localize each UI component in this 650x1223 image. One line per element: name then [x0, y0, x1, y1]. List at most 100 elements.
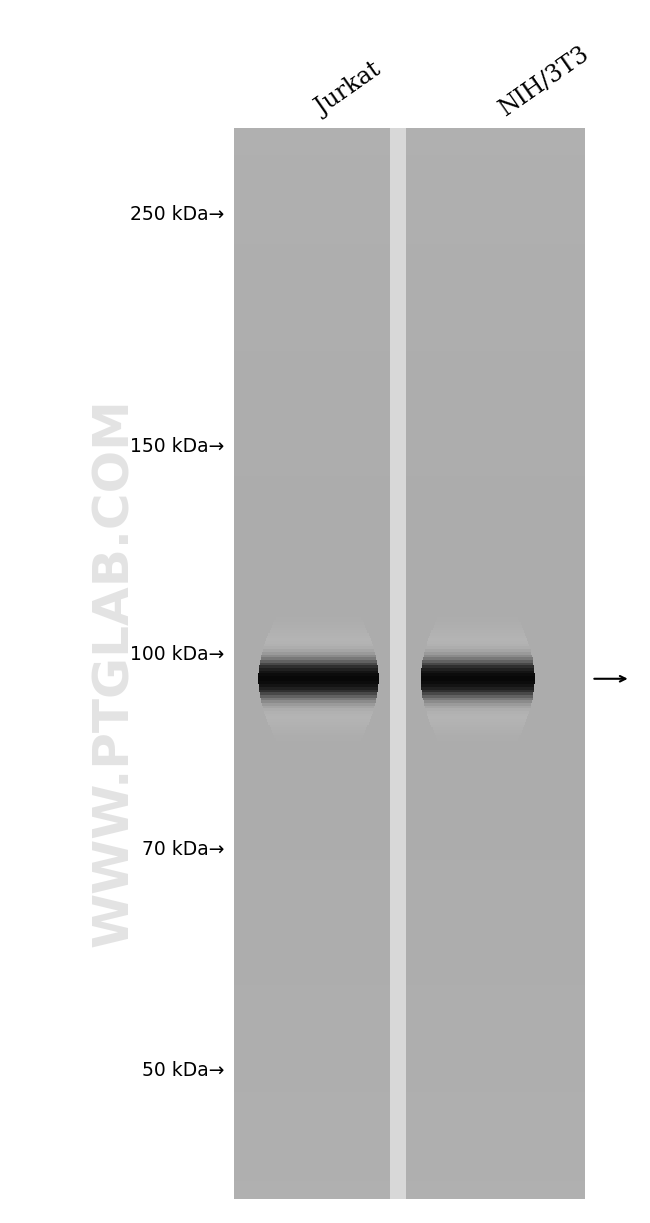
- Bar: [421, 684, 534, 687]
- Bar: [234, 824, 390, 833]
- Bar: [406, 717, 585, 726]
- Bar: [436, 735, 519, 737]
- Bar: [234, 1074, 390, 1082]
- Bar: [406, 413, 585, 423]
- Bar: [292, 582, 344, 585]
- Bar: [265, 641, 372, 643]
- Bar: [260, 660, 377, 663]
- Bar: [234, 1172, 390, 1180]
- Bar: [406, 851, 585, 860]
- Bar: [442, 748, 514, 751]
- Bar: [425, 649, 530, 652]
- Bar: [259, 670, 378, 674]
- Bar: [285, 598, 352, 600]
- Bar: [440, 744, 515, 746]
- Bar: [406, 600, 585, 610]
- Bar: [234, 396, 390, 405]
- Bar: [234, 1003, 390, 1011]
- Bar: [406, 1172, 585, 1180]
- Bar: [267, 719, 370, 722]
- Bar: [406, 342, 585, 351]
- Bar: [406, 512, 585, 521]
- Bar: [234, 1101, 390, 1109]
- Bar: [259, 674, 378, 676]
- Bar: [406, 164, 585, 172]
- Bar: [263, 647, 374, 649]
- Bar: [234, 316, 390, 324]
- Bar: [406, 744, 585, 752]
- Bar: [434, 730, 522, 733]
- Bar: [406, 841, 585, 851]
- Bar: [276, 737, 361, 741]
- Bar: [234, 1038, 390, 1047]
- Bar: [406, 1180, 585, 1190]
- Bar: [268, 634, 369, 636]
- Bar: [453, 773, 502, 775]
- Bar: [425, 706, 530, 708]
- Bar: [266, 717, 370, 719]
- Bar: [273, 623, 364, 625]
- Bar: [261, 654, 376, 657]
- Bar: [406, 316, 585, 324]
- Bar: [234, 717, 390, 726]
- Bar: [422, 663, 534, 665]
- Bar: [234, 128, 390, 1199]
- Bar: [406, 779, 585, 789]
- Bar: [406, 949, 585, 958]
- Bar: [298, 784, 339, 786]
- Bar: [406, 459, 585, 467]
- Bar: [406, 1065, 585, 1074]
- Bar: [406, 396, 585, 405]
- Bar: [406, 1047, 585, 1055]
- Bar: [406, 191, 585, 199]
- Bar: [456, 778, 500, 781]
- Bar: [270, 630, 367, 634]
- Bar: [421, 687, 534, 690]
- Bar: [234, 503, 390, 512]
- Bar: [262, 652, 375, 654]
- Bar: [261, 701, 376, 703]
- Bar: [234, 226, 390, 235]
- Bar: [406, 351, 585, 361]
- Bar: [298, 571, 339, 574]
- Bar: [432, 630, 524, 634]
- Bar: [406, 334, 585, 342]
- Bar: [406, 476, 585, 486]
- Bar: [259, 684, 378, 687]
- Bar: [406, 914, 585, 922]
- Bar: [291, 585, 346, 587]
- Bar: [435, 623, 521, 625]
- Bar: [406, 307, 585, 316]
- Bar: [406, 1074, 585, 1082]
- Bar: [423, 657, 532, 660]
- Bar: [234, 1155, 390, 1163]
- Bar: [234, 137, 390, 147]
- Bar: [406, 895, 585, 904]
- Bar: [432, 627, 523, 630]
- Bar: [406, 556, 585, 565]
- Bar: [292, 773, 344, 775]
- Bar: [234, 985, 390, 993]
- Bar: [234, 868, 390, 877]
- Bar: [436, 620, 519, 623]
- Bar: [406, 147, 585, 155]
- Bar: [406, 663, 585, 673]
- Bar: [234, 583, 390, 592]
- Bar: [282, 751, 355, 755]
- Bar: [234, 673, 390, 681]
- Bar: [234, 486, 390, 494]
- Bar: [234, 512, 390, 521]
- Bar: [234, 386, 390, 396]
- Bar: [234, 262, 390, 272]
- Bar: [406, 1128, 585, 1136]
- Bar: [267, 636, 370, 638]
- Bar: [426, 711, 529, 714]
- Bar: [295, 576, 342, 580]
- Bar: [406, 486, 585, 494]
- Bar: [266, 638, 370, 641]
- Bar: [406, 155, 585, 164]
- Bar: [234, 128, 390, 137]
- Bar: [274, 620, 363, 623]
- Bar: [234, 342, 390, 351]
- Bar: [278, 744, 359, 746]
